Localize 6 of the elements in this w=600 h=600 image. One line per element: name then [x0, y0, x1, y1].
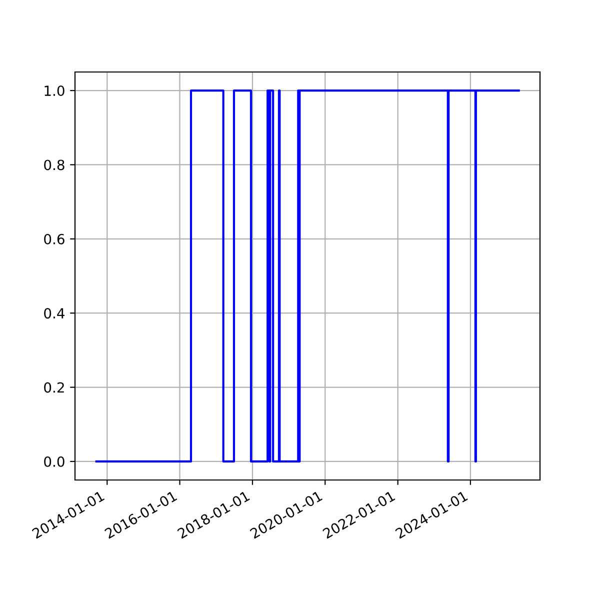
- y-tick-label: 0.6: [44, 234, 64, 244]
- y-tick-label: 0.8: [44, 160, 64, 170]
- y-tick-label: 0.2: [44, 382, 64, 393]
- y-tick-label: 0.4: [44, 308, 64, 319]
- y-tick-label: 0.0: [44, 456, 64, 467]
- y-tick-label: 1.0: [44, 86, 64, 96]
